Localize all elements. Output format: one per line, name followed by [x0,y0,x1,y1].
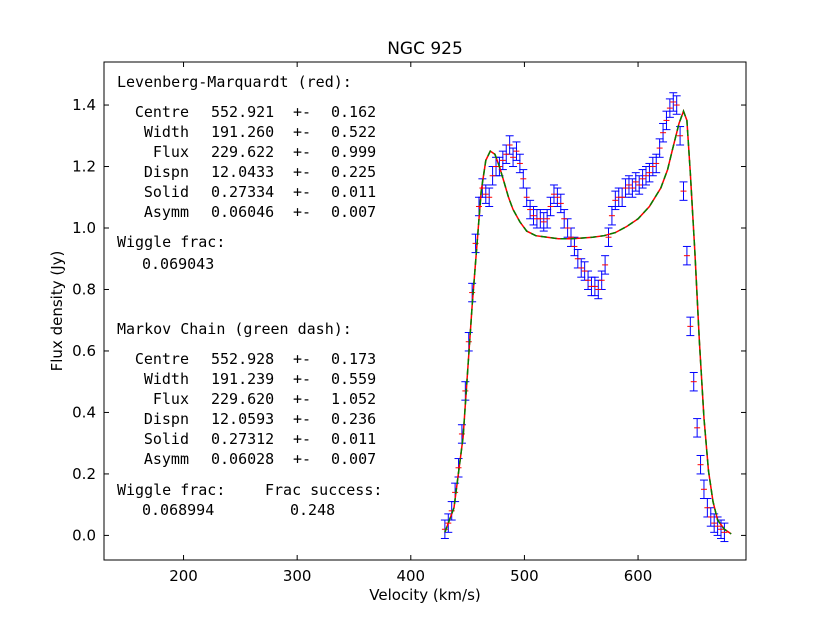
mc-param-label: Width [144,370,189,388]
lm-param-label: Width [144,123,189,141]
lm-wiggle-label: Wiggle frac: [117,233,225,251]
lm-param-value: 191.260 [211,123,274,141]
plot-frame [103,61,747,561]
mc-param-value: 12.0593 [211,410,274,428]
mc-param-label: Solid [144,430,189,448]
lm-param-value: 0.06046 [211,203,274,221]
mc-wiggle-label: Wiggle frac: [117,481,225,499]
mc-param-value: 191.239 [211,370,274,388]
lm-wiggle-value: 0.069043 [142,255,214,273]
y-tick-label: 1.0 [72,219,96,237]
y-tick-label: 1.2 [72,158,96,176]
lm-param-error: 0.011 [331,183,376,201]
mc-wiggle-value: 0.068994 [142,501,214,519]
mc-results-block: Markov Chain (green dash): Centre 552.928… [117,320,382,519]
mc-param-pm: +- [293,350,311,368]
lm-param-value: 0.27334 [211,183,274,201]
mc-param-label: Centre [135,350,189,368]
x-tick-label: 500 [510,567,539,585]
lm-param-pm: +- [293,203,311,221]
mc-param-label: Dispn [144,410,189,428]
lm-param-label: Solid [144,183,189,201]
y-tick-label: 0.6 [72,342,96,360]
lm-param-pm: +- [293,123,311,141]
y-tick-label: 0.8 [72,280,96,298]
lm-param-pm: +- [293,183,311,201]
lm-param-error: 0.999 [331,143,376,161]
mc-fit-line [444,109,732,535]
mc-param-pm: +- [293,410,311,428]
mc-param-value: 229.620 [211,390,274,408]
axis-ticks: 200 300 400 500 600 0.0 0.2 0.4 0.6 0.8 1.0 1.2 1.4 [72,62,746,585]
mc-param-value: 0.06028 [211,450,274,468]
y-tick-label: 0.4 [72,403,96,421]
x-tick-label: 400 [396,567,425,585]
mc-param-error: 0.236 [331,410,376,428]
lm-param-value: 229.622 [211,143,274,161]
mc-param-error: 0.559 [331,370,376,388]
y-tick-label: 0.2 [72,465,96,483]
lm-param-label: Dispn [144,163,189,181]
mc-param-error: 0.011 [331,430,376,448]
lm-param-error: 0.522 [331,123,376,141]
mc-param-value: 552.928 [211,350,274,368]
lm-fit-line [444,109,732,535]
lm-param-label: Centre [135,103,189,121]
lm-parameter-table: Centre 552.921 +- 0.162 Width 191.260 +- 0.522 F… [135,103,376,221]
mc-param-error: 1.052 [331,390,376,408]
x-tick-label: 600 [624,567,653,585]
lm-param-pm: +- [293,163,311,181]
mc-param-error: 0.007 [331,450,376,468]
chart-title: NGC 925 [387,39,463,59]
y-tick-label: 1.4 [72,96,96,114]
mc-param-value: 0.27312 [211,430,274,448]
mc-param-pm: +- [293,430,311,448]
lm-param-pm: +- [293,143,311,161]
x-axis-label: Velocity (km/s) [369,586,480,604]
lm-param-value: 552.921 [211,103,274,121]
lm-param-label: Asymm [144,203,189,221]
x-tick-label: 200 [169,567,198,585]
lm-param-value: 12.0433 [211,163,274,181]
y-axis-label: Flux density (Jy) [48,251,66,372]
lm-param-pm: +- [293,103,311,121]
plot-area [440,92,732,543]
mc-param-error: 0.173 [331,350,376,368]
mc-success-value: 0.248 [290,501,335,519]
mc-param-pm: +- [293,450,311,468]
mc-parameter-table: Centre 552.928 +- 0.173 Width 191.239 +- 0.559 F… [135,350,376,468]
lm-param-error: 0.225 [331,163,376,181]
mc-param-label: Flux [153,390,189,408]
mc-param-pm: +- [293,390,311,408]
mc-param-label: Asymm [144,450,189,468]
mc-header: Markov Chain (green dash): [117,320,352,338]
x-tick-label: 300 [283,567,312,585]
lm-param-error: 0.007 [331,203,376,221]
mc-param-pm: +- [293,370,311,388]
lm-results-block: Levenberg-Marquardt (red): Centre 552.921… [117,73,376,273]
y-tick-label: 0.0 [72,526,96,544]
mc-success-label: Frac success: [265,481,382,499]
lm-param-error: 0.162 [331,103,376,121]
lm-param-label: Flux [153,143,189,161]
lm-header: Levenberg-Marquardt (red): [117,73,352,91]
